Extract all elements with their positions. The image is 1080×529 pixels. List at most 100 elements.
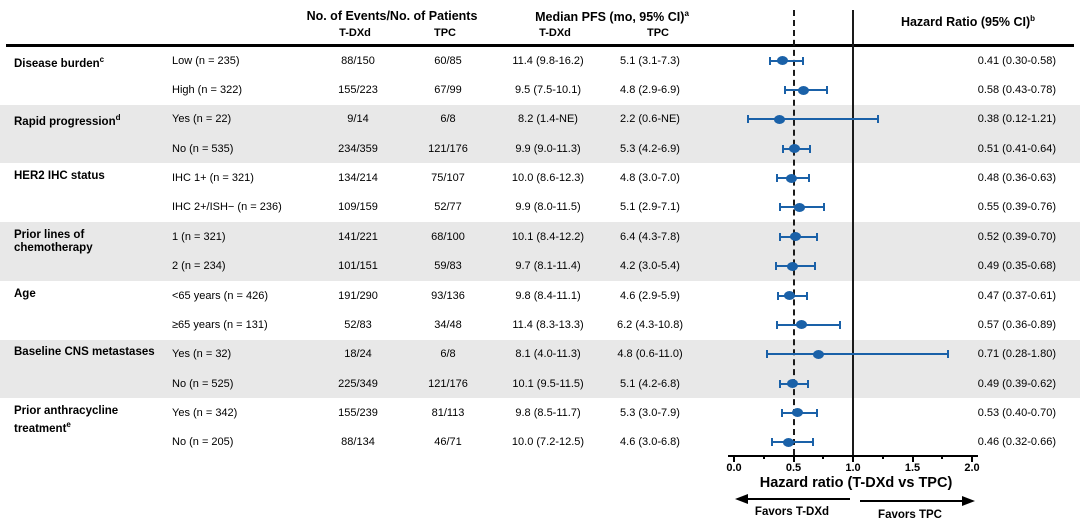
ci-cap-upper (947, 350, 950, 359)
ci-cap-upper (816, 232, 819, 241)
cell-median-pfs-tdxd: 10.1 (9.5-11.5) (512, 377, 584, 390)
cell-median-pfs-tpc: 2.2 (0.6-NE) (620, 113, 680, 126)
cell-events-tpc: 81/113 (431, 406, 465, 419)
solid-reference-line (852, 10, 854, 455)
point-estimate-marker (777, 56, 789, 66)
cell-median-pfs-tpc: 4.6 (3.0-6.8) (620, 436, 680, 449)
ci-cap-lower (784, 86, 787, 95)
cell-events-tpc: 93/136 (431, 289, 465, 302)
ci-cap-lower (775, 174, 778, 183)
events-tpc-subheader: TPC (434, 27, 456, 39)
axis-minor-tick (881, 455, 884, 459)
ci-cap-lower (775, 320, 778, 329)
cell-median-pfs-tdxd: 8.1 (4.0-11.3) (515, 348, 581, 361)
point-estimate-marker (793, 202, 805, 212)
cell-events-tdxd: 155/223 (338, 84, 378, 97)
group-label: Disease burdenc (14, 54, 105, 70)
subgroup-label: 1 (n = 321) (172, 230, 226, 243)
cell-hazard-ratio: 0.47 (0.37-0.61) (977, 289, 1056, 302)
events-tdxd-subheader: T-DXd (339, 27, 371, 39)
axis-minor-tick (822, 455, 825, 459)
ci-cap-upper (805, 291, 808, 300)
cell-hazard-ratio: 0.38 (0.12-1.21) (977, 113, 1056, 126)
events-column-header: No. of Events/No. of Patients (306, 9, 478, 23)
group-footnote-marker: e (66, 420, 71, 430)
point-estimate-marker (790, 232, 802, 242)
group-label: Baseline CNS metastases (14, 346, 155, 359)
point-estimate-marker (791, 408, 803, 418)
cell-events-tpc: 34/48 (434, 318, 462, 331)
cell-events-tpc: 52/77 (434, 201, 462, 214)
cell-events-tdxd: 191/290 (338, 289, 378, 302)
axis-tick-label: 0.0 (726, 462, 742, 474)
point-estimate-marker (773, 114, 785, 124)
group-label: HER2 IHC status (14, 170, 105, 183)
cell-events-tdxd: 9/14 (347, 113, 369, 126)
cell-hazard-ratio: 0.41 (0.30-0.58) (977, 54, 1056, 67)
group-shading-band (0, 104, 1080, 164)
subgroup-label: 2 (n = 234) (172, 260, 226, 273)
ci-line (748, 118, 878, 121)
cell-events-tpc: 67/99 (434, 84, 462, 97)
ci-cap-upper (813, 262, 816, 271)
favors-left-arrowhead-icon (735, 494, 748, 504)
cell-events-tdxd: 141/221 (338, 230, 378, 243)
ci-cap-lower (766, 350, 769, 359)
cell-events-tdxd: 155/239 (338, 406, 378, 419)
cell-events-tdxd: 234/359 (338, 142, 378, 155)
point-estimate-marker (784, 291, 796, 301)
median-tpc-subheader: TPC (647, 27, 669, 39)
subgroup-label: No (n = 205) (172, 436, 234, 449)
ci-cap-upper (809, 144, 812, 153)
header-separator-line (6, 44, 1074, 47)
cell-events-tdxd: 109/159 (338, 201, 378, 214)
ci-cap-lower (779, 379, 782, 388)
cell-events-tpc: 6/8 (440, 348, 456, 361)
axis-major-tick (792, 455, 795, 462)
ci-cap-lower (781, 144, 784, 153)
ci-cap-upper (811, 438, 814, 447)
subgroup-label: IHC 1+ (n = 321) (172, 172, 254, 185)
cell-hazard-ratio: 0.49 (0.39-0.62) (977, 377, 1056, 390)
subgroup-label: High (n = 322) (172, 84, 243, 97)
subgroup-label: No (n = 535) (172, 142, 234, 155)
median-pfs-column-header: Median PFS (mo, 95% CI)a (535, 9, 689, 24)
group-label: Rapid progressiond (14, 113, 121, 129)
point-estimate-marker (785, 173, 797, 183)
cell-median-pfs-tpc: 4.8 (0.6-11.0) (617, 348, 683, 361)
cell-events-tpc: 68/100 (431, 230, 465, 243)
hazard-ratio-footnote-marker: b (1030, 14, 1036, 23)
cell-events-tdxd: 52/83 (344, 318, 372, 331)
axis-tick-label: 1.5 (904, 462, 921, 474)
cell-events-tdxd: 18/24 (344, 348, 372, 361)
axis-tick-label: 1.0 (845, 462, 861, 474)
point-estimate-marker (812, 349, 824, 359)
cell-events-tdxd: 101/151 (338, 260, 378, 273)
ci-cap-lower (768, 56, 771, 65)
cell-median-pfs-tpc: 6.2 (4.3-10.8) (616, 318, 684, 331)
group-label: Prior anthracycline treatmente (14, 404, 119, 436)
cell-median-pfs-tdxd: 9.7 (8.1-11.4) (515, 260, 581, 273)
ci-cap-lower (774, 262, 777, 271)
axis-major-tick (911, 455, 914, 462)
ci-cap-lower (771, 438, 774, 447)
favors-right-arrow-line (860, 500, 962, 502)
axis-minor-tick (941, 455, 944, 459)
subgroup-label: Yes (n = 32) (172, 348, 232, 361)
ci-line (776, 323, 840, 326)
cell-median-pfs-tpc: 5.3 (3.0-7.9) (620, 406, 680, 419)
subgroup-label: Yes (n = 22) (172, 113, 232, 126)
axis-minor-tick (762, 455, 765, 459)
cell-median-pfs-tpc: 6.4 (4.3-7.8) (620, 230, 680, 243)
cell-median-pfs-tdxd: 8.2 (1.4-NE) (518, 113, 578, 126)
cell-hazard-ratio: 0.51 (0.41-0.64) (977, 142, 1056, 155)
axis-tick-label: 2.0 (964, 462, 980, 474)
cell-median-pfs-tdxd: 11.4 (9.8-16.2) (512, 54, 584, 67)
point-estimate-marker (783, 437, 795, 447)
cell-median-pfs-tdxd: 10.1 (8.4-12.2) (511, 230, 585, 243)
cell-median-pfs-tdxd: 9.8 (8.5-11.7) (515, 406, 581, 419)
ci-line (767, 353, 949, 356)
cell-median-pfs-tdxd: 10.0 (8.6-12.3) (511, 172, 585, 185)
cell-median-pfs-tpc: 5.1 (2.9-7.1) (620, 201, 680, 214)
